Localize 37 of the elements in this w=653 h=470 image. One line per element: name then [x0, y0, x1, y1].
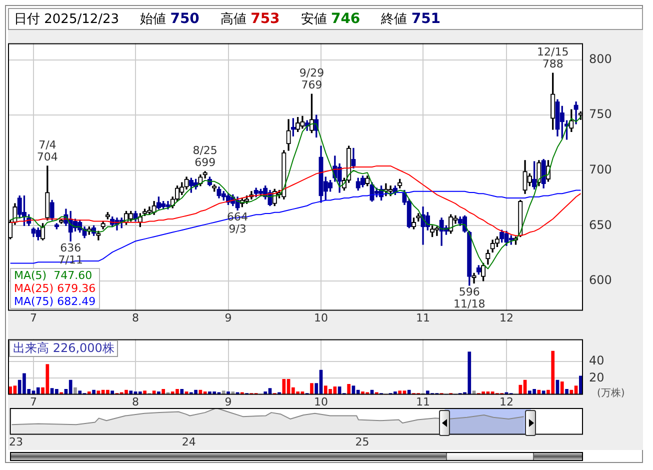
text: 始値 750	[140, 11, 200, 27]
y-tick-label: 40	[589, 354, 604, 368]
x-tick-label: 10	[314, 311, 328, 324]
y-tick-label: 700	[589, 162, 612, 176]
y-tick-label: 650	[589, 218, 612, 232]
text: 高値 753	[220, 11, 280, 27]
text: MA(25) 679.36	[14, 282, 96, 295]
x-tick-label: 7	[30, 311, 38, 324]
x-tick-label: 8	[132, 395, 140, 408]
x-tick-label: 12	[499, 311, 514, 324]
x-tick-label: 10	[314, 395, 328, 408]
annotation: 8/25 699	[192, 144, 218, 169]
annotation: 12/15 788	[537, 45, 569, 70]
annotation: 596 11/18	[454, 286, 486, 311]
x-tick-label: 11	[416, 395, 430, 408]
annotation: 9/29 769	[299, 66, 324, 92]
y-tick-label: 600	[589, 273, 612, 288]
text: 日付 2025/12/23	[14, 12, 120, 27]
y-tick-label: 750	[589, 107, 612, 122]
y-tick-label: 20	[589, 370, 604, 384]
x-tick-label: 11	[416, 311, 430, 324]
x-tick-label: 23	[9, 435, 23, 448]
y-tick-label: 800	[589, 52, 612, 66]
x-tick-label: 24	[182, 435, 196, 448]
x-tick-label: 7	[30, 395, 38, 408]
chart-title: 出来高 226,000株	[9, 340, 118, 358]
x-tick-label: 8	[132, 311, 140, 324]
text: MA(75) 682.49	[14, 294, 96, 308]
text: 終値 751	[381, 11, 441, 27]
y-axis-title: (万株)	[597, 388, 625, 399]
x-tick-label: 9	[224, 311, 232, 324]
x-tick-label: 25	[355, 435, 370, 448]
x-tick-label: 9	[224, 395, 232, 408]
text: MA(5) 747.60	[14, 268, 94, 282]
annotation: 7/4 704	[36, 138, 58, 164]
x-tick-label: 12	[499, 395, 514, 408]
text: 安値 746	[300, 11, 360, 27]
